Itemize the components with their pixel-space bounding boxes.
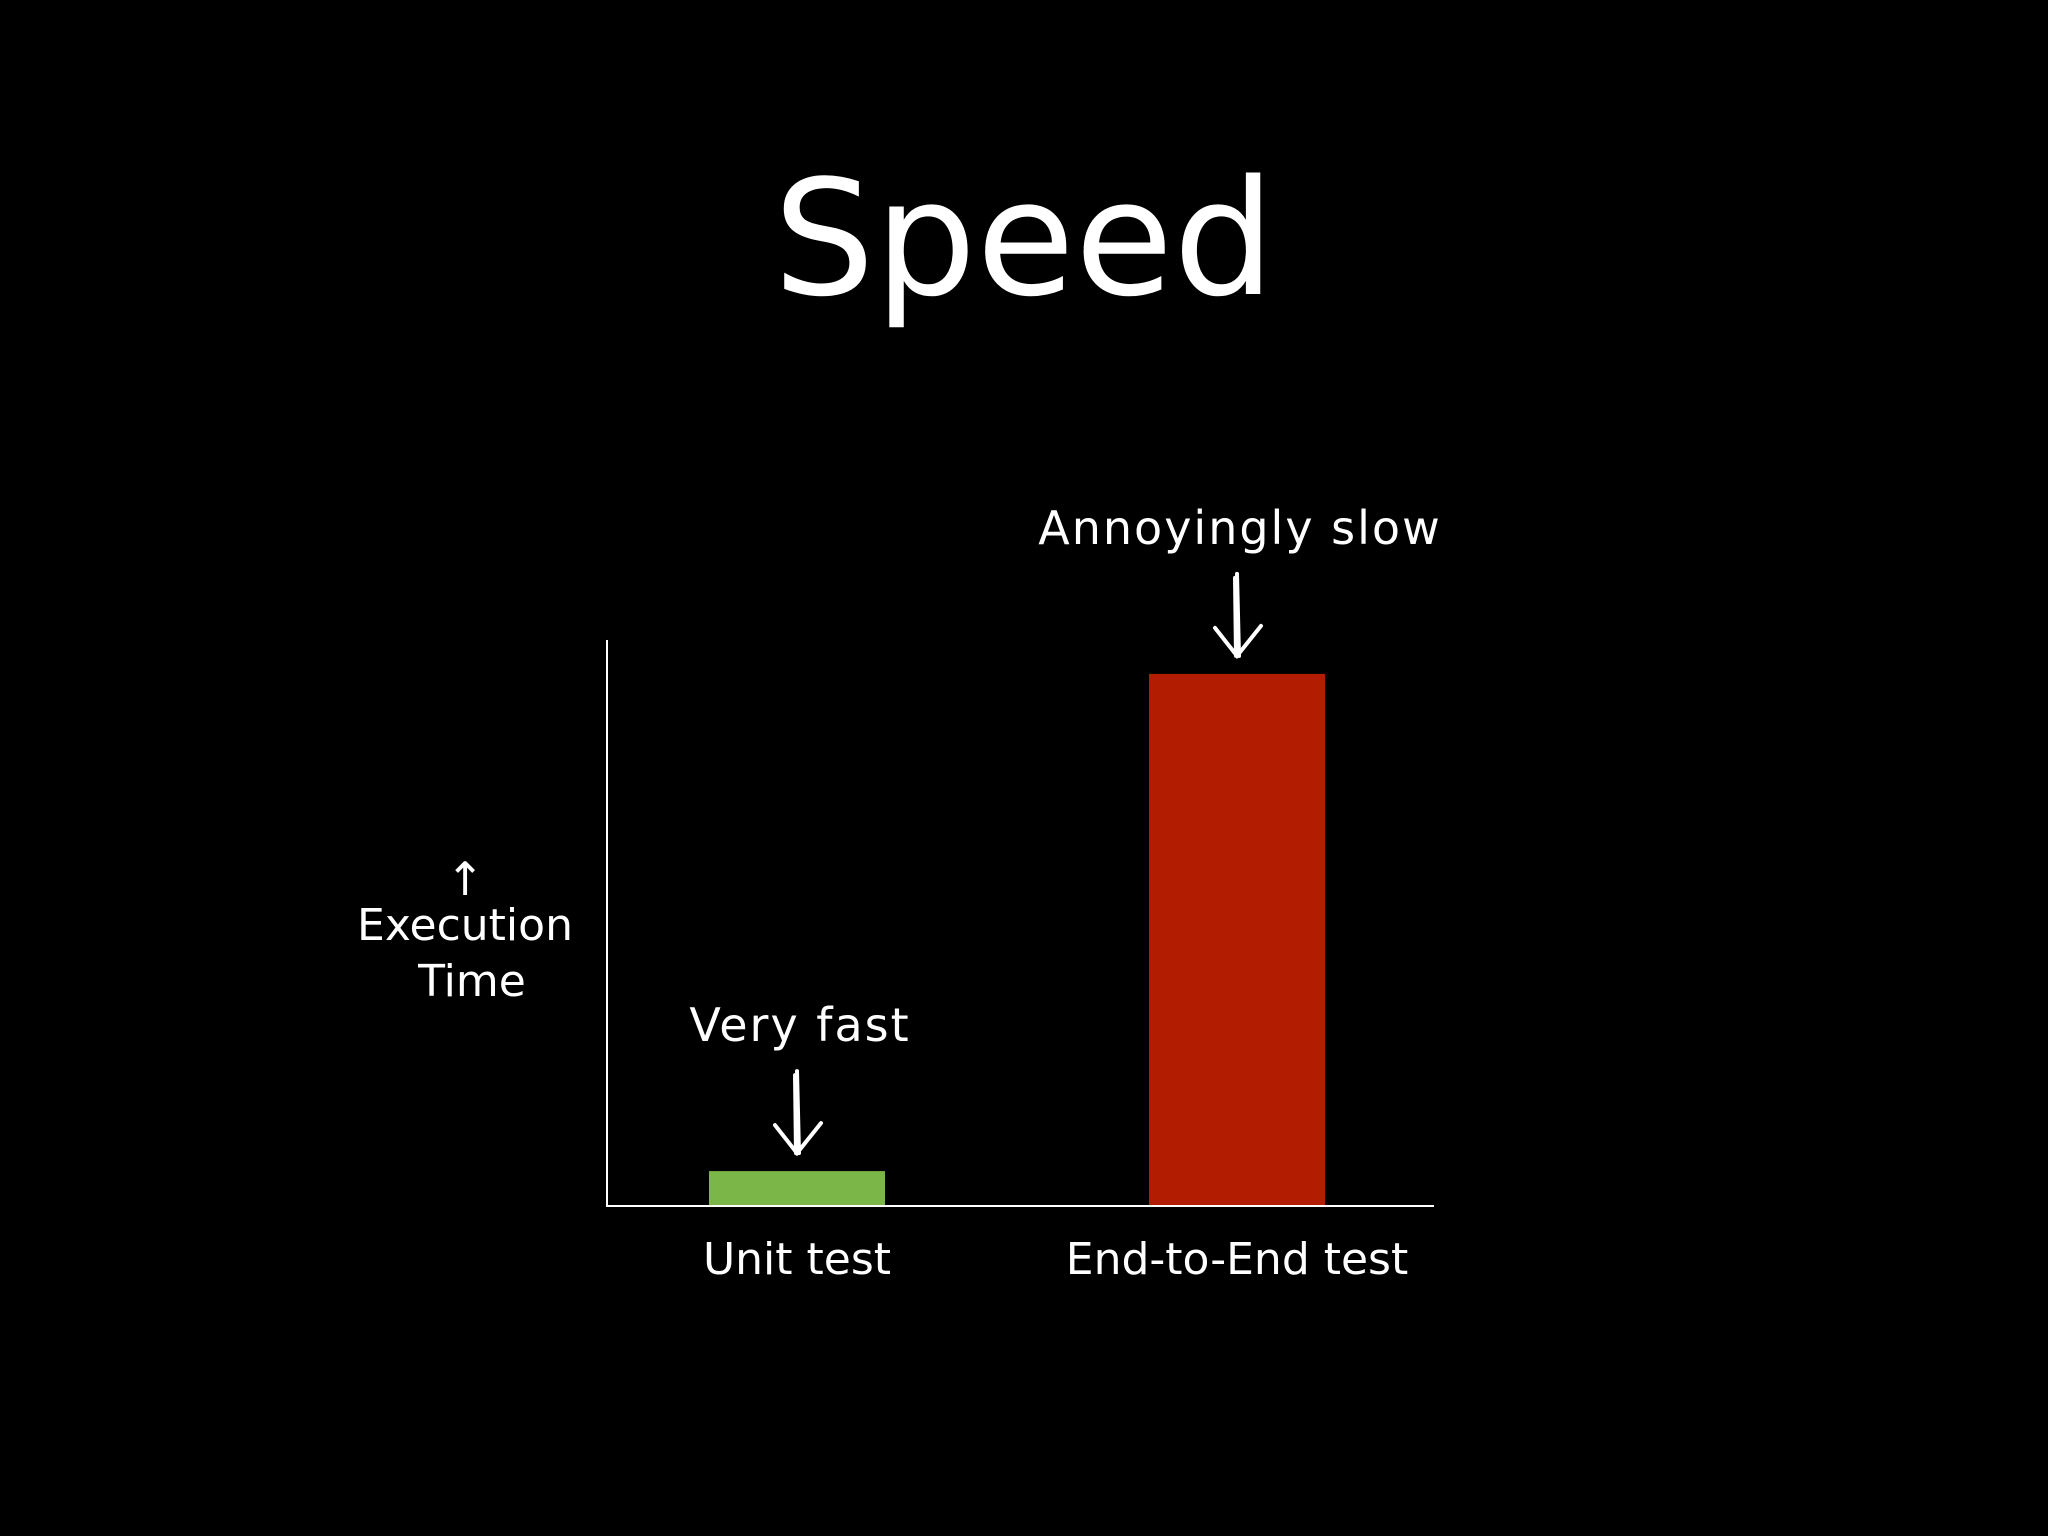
bar xyxy=(709,1171,885,1205)
annotation: Very fast xyxy=(689,998,910,1052)
bar xyxy=(1149,673,1325,1205)
annotation-arrow xyxy=(773,1069,823,1157)
y-axis-label: Execution Time xyxy=(357,900,573,1007)
chart-title: Speed xyxy=(773,145,1275,332)
y-axis-arrow: ↑ xyxy=(446,852,485,906)
x-tick-label: Unit test xyxy=(703,1234,891,1285)
annotation-arrow xyxy=(1213,571,1263,660)
annotation: Annoyingly slow xyxy=(1038,501,1441,555)
x-tick-label: End-to-End test xyxy=(1066,1234,1408,1285)
